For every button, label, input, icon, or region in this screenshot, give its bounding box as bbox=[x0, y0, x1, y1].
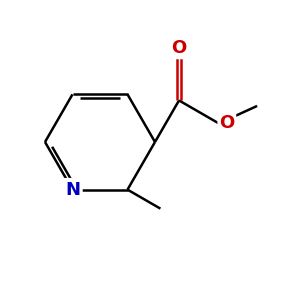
Text: O: O bbox=[171, 39, 187, 57]
Text: O: O bbox=[219, 114, 235, 132]
Text: N: N bbox=[65, 181, 80, 199]
